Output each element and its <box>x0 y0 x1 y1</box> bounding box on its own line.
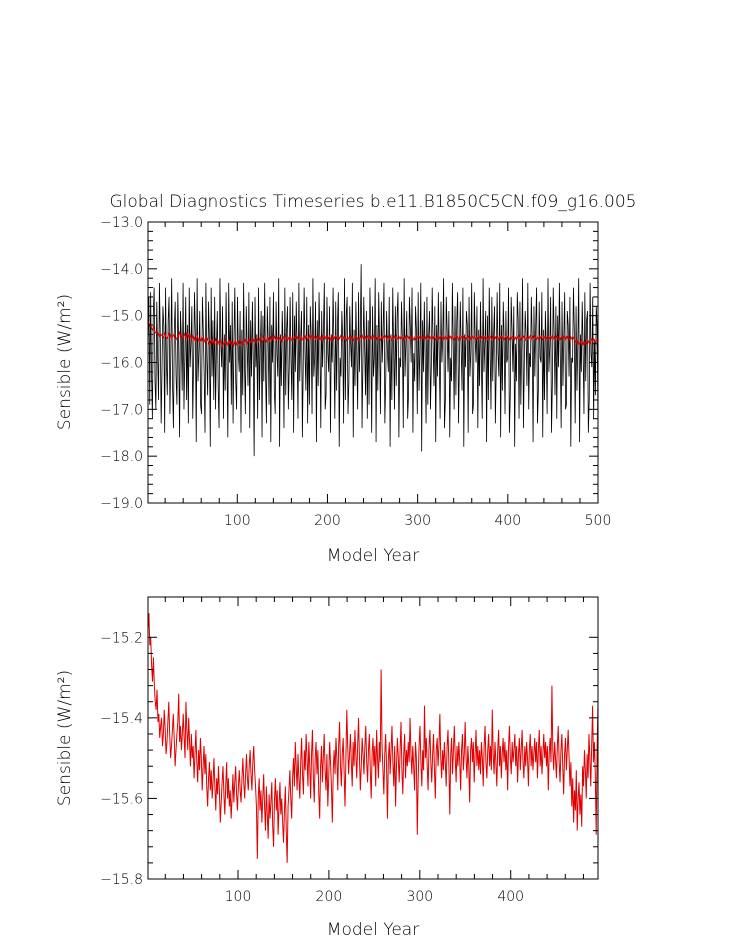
top-y-axis-label: Sensible (W/m²) <box>55 294 75 430</box>
bottom-x-axis-label: Model Year <box>327 920 419 940</box>
series-line-1-0 <box>147 613 599 863</box>
y-tick-label-0-6: −13.0 <box>100 215 143 231</box>
x-tick-label-0-0: 100 <box>224 513 251 529</box>
y-tick-label-0-5: −14.0 <box>100 262 143 278</box>
y-tick-label-0-0: −19.0 <box>100 496 143 512</box>
series-line-0-1 <box>147 320 599 349</box>
bottom-y-ticks: −15.8 −15.6 −15.4 −15.2 <box>100 630 598 888</box>
top-x-ticks: 100 200 300 400 500 <box>164 222 612 529</box>
y-tick-label-1-1: −15.6 <box>100 791 143 807</box>
x-tick-label-0-1: 200 <box>314 513 341 529</box>
top-panel: −19.0 −18.0 −17.0 −16.0 −15.0 −14.0 −13.0 100 2… <box>55 215 611 566</box>
x-tick-label-1-2: 300 <box>406 889 433 905</box>
x-tick-label-0-4: 500 <box>585 513 612 529</box>
bottom-series-group <box>147 613 599 863</box>
y-tick-label-0-3: −16.0 <box>100 356 143 372</box>
y-tick-label-0-2: −17.0 <box>100 402 143 418</box>
y-tick-label-0-1: −18.0 <box>100 449 143 465</box>
x-tick-label-1-3: 400 <box>497 889 524 905</box>
series-line-0-0 <box>147 264 599 457</box>
bottom-plot-frame <box>147 596 599 880</box>
bottom-panel: −15.8 −15.6 −15.4 −15.2 100 200 300 400 Model … <box>55 596 599 940</box>
x-tick-label-1-1: 200 <box>316 889 343 905</box>
x-tick-label-0-2: 300 <box>404 513 431 529</box>
bottom-x-ticks: 100 200 300 400 <box>164 597 584 905</box>
x-tick-label-1-0: 100 <box>225 889 252 905</box>
bottom-y-axis-label: Sensible (W/m²) <box>55 670 75 806</box>
top-x-axis-label: Model Year <box>327 546 419 566</box>
top-series-group <box>147 264 599 457</box>
y-tick-label-1-2: −15.4 <box>100 711 143 727</box>
top-y-ticks: −19.0 −18.0 −17.0 −16.0 −15.0 −14.0 −13.0 <box>100 215 598 512</box>
y-tick-label-1-0: −15.8 <box>100 872 143 888</box>
x-tick-label-0-3: 400 <box>494 513 521 529</box>
chart-title: Global Diagnostics Timeseries b.e11.B185… <box>109 192 636 212</box>
y-tick-label-1-3: −15.2 <box>100 630 143 646</box>
y-tick-label-0-4: −15.0 <box>100 309 143 325</box>
